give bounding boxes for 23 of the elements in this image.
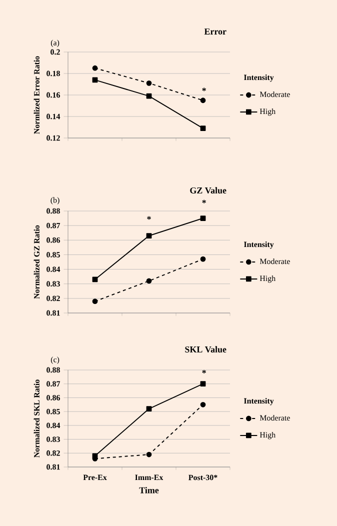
point: [146, 278, 152, 284]
point: [92, 298, 98, 304]
annotation: *: [202, 88, 206, 92]
annotation: *: [147, 216, 151, 220]
point: [200, 98, 206, 104]
point: [146, 233, 152, 238]
point: [92, 453, 98, 459]
text: *: [202, 200, 206, 204]
point: [92, 65, 98, 71]
annotation: *: [202, 370, 206, 374]
point: [200, 256, 206, 262]
point: [146, 406, 152, 412]
point: [200, 381, 206, 387]
point: [200, 216, 206, 221]
point: [200, 402, 206, 408]
point: [200, 126, 206, 132]
chart-title: Error: [204, 28, 226, 35]
point: [146, 452, 152, 458]
point: [146, 93, 152, 99]
point: [146, 80, 152, 86]
chart-title: GZ Value: [190, 187, 226, 194]
chart-title: SKL Value: [185, 346, 226, 353]
x-axis-title: Time: [139, 486, 159, 494]
